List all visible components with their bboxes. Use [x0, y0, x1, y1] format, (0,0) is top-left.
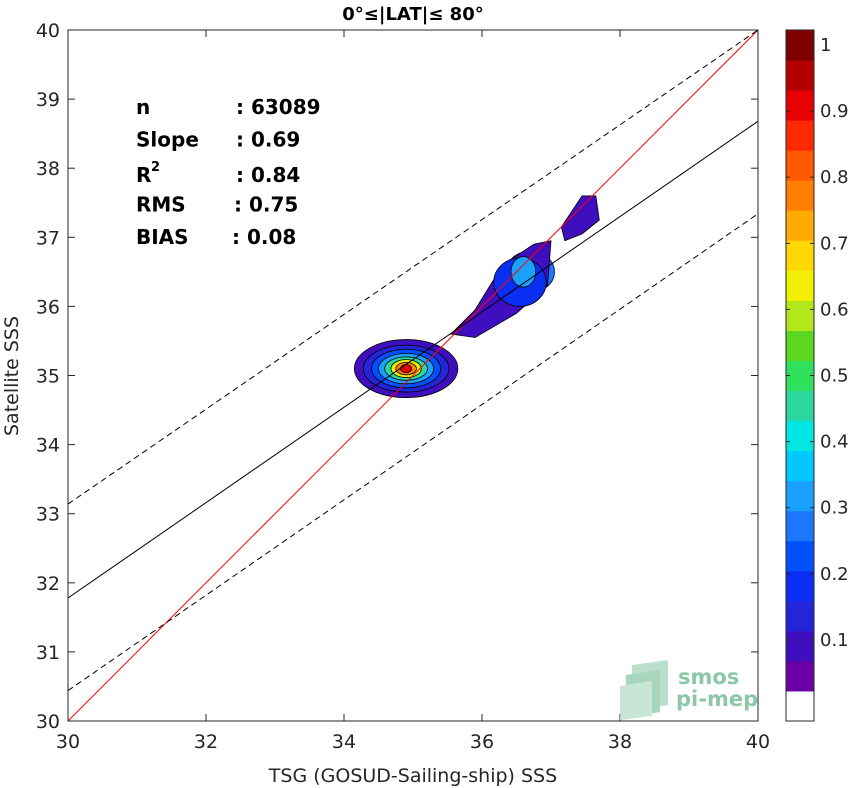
y-tick-label: 38 [36, 158, 60, 180]
colorbar-segment [786, 120, 814, 151]
density-band-core [510, 256, 537, 288]
stat-value: : 0.69 [236, 128, 300, 152]
density-upper [560, 195, 600, 242]
stat-value: : 0.08 [232, 225, 296, 249]
y-axis-ticks: 30 31 32 33 34 35 36 37 38 39 40 [36, 20, 758, 733]
stats-box: n : 63089 Slope : 0.69 R 2 : 0.84 RMS : 0.75 BIAS… [136, 95, 321, 249]
stat-label-sup: 2 [151, 160, 160, 175]
smos-pimep-logo: smos pi-mep [620, 660, 758, 720]
colorbar-segment [786, 150, 814, 181]
x-axis-ticks: 30 32 34 36 38 40 [56, 30, 770, 753]
colorbar-segment [786, 450, 814, 482]
colorbar-segment [786, 420, 814, 452]
colorbar-segment [786, 180, 814, 211]
stat-label: n [136, 95, 150, 119]
logo-icon [620, 660, 668, 720]
x-tick-label: 30 [56, 731, 80, 753]
colorbar [785, 29, 815, 722]
stat-value: : 0.75 [234, 193, 298, 217]
chart-title: 0°≤|LAT|≤ 80° [342, 4, 483, 25]
y-tick-label: 37 [36, 227, 60, 249]
colorbar-tick-label: 0.3 [820, 498, 849, 519]
y-tick-label: 32 [36, 573, 60, 595]
logo-text-line2: pi-mep [676, 687, 758, 711]
1:1-line [68, 30, 758, 721]
colorbar-segment [786, 360, 814, 392]
y-tick-label: 39 [36, 89, 60, 111]
colorbar-segment [786, 540, 814, 572]
colorbar-segment [786, 270, 814, 301]
colorbar-ticks: 0.1 0.2 0.3 0.4 0.5 0.6 0.7 0.8 0.9 1 [786, 35, 849, 651]
colorbar-segment [786, 660, 814, 692]
reference-lines [68, 30, 758, 721]
colorbar-segment [786, 60, 814, 91]
colorbar-tick-label: 1 [820, 35, 831, 56]
colorbar-segment [786, 90, 814, 121]
colorbar-tick-label: 0.9 [820, 101, 849, 122]
stat-label: BIAS [136, 225, 189, 249]
colorbar-segment [786, 390, 814, 422]
x-axis-label: TSG (GOSUD-Sailing-ship) SSS [268, 765, 557, 787]
x-tick-label: 34 [332, 731, 356, 753]
colorbar-segment [786, 30, 814, 61]
colorbar-segment [786, 570, 814, 602]
x-tick-label: 36 [470, 731, 494, 753]
colorbar-tick-label: 0.7 [820, 233, 849, 254]
colorbar-segment [786, 630, 814, 662]
stat-label: R [136, 163, 151, 187]
y-tick-label: 30 [36, 711, 60, 733]
y-tick-label: 31 [36, 642, 60, 664]
colorbar-segment [786, 300, 814, 331]
stat-label: Slope [136, 128, 199, 152]
density-contours [353, 195, 600, 399]
colorbar-segment [786, 480, 814, 512]
colorbar-tick-label: 0.5 [820, 366, 849, 387]
y-tick-label: 34 [36, 435, 60, 457]
colorbar-segment [786, 210, 814, 241]
y-tick-label: 40 [36, 20, 60, 42]
stat-label: RMS [136, 193, 186, 217]
stat-value: : 63089 [236, 95, 321, 119]
y-axis-label: Satellite SSS [1, 316, 23, 436]
y-tick-label: 36 [36, 296, 60, 318]
colorbar-segment [786, 690, 814, 722]
colorbar-tick-label: 0.1 [820, 630, 849, 651]
y-tick-label: 35 [36, 366, 60, 388]
colorbar-segment [786, 330, 814, 361]
density-contour-0-7 [400, 364, 413, 374]
colorbar-segment [786, 600, 814, 632]
x-tick-label: 40 [746, 731, 770, 753]
colorbar-tick-label: 0.2 [820, 564, 849, 585]
colorbar-tick-label: 0.6 [820, 299, 849, 320]
regression-line [68, 120, 758, 599]
colorbar-segment [786, 240, 814, 271]
logo-text-line1: smos [678, 665, 739, 689]
colorbar-tick-label: 0.8 [820, 167, 849, 188]
colorbar-tick-label: 0.4 [820, 432, 849, 453]
colorbar-segment [786, 510, 814, 542]
x-tick-label: 38 [608, 731, 632, 753]
stat-value: : 0.84 [236, 163, 300, 187]
x-tick-label: 32 [194, 731, 218, 753]
y-tick-label: 33 [36, 504, 60, 526]
